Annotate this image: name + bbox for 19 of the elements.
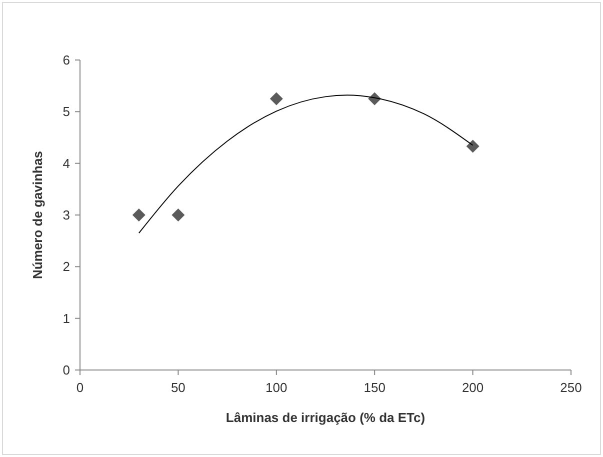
y-tick-label: 2 xyxy=(62,259,70,274)
point xyxy=(466,140,480,153)
x-tick-label: 0 xyxy=(76,380,84,395)
x-tick-label: 50 xyxy=(170,380,186,395)
y-tick-label: 0 xyxy=(62,362,70,378)
y-tick-label: 1 xyxy=(62,310,70,326)
x-tick-label: 100 xyxy=(266,380,288,395)
y-tick-label: 6 xyxy=(62,52,70,68)
point xyxy=(132,208,146,222)
y-tick-label: 4 xyxy=(62,156,70,171)
point xyxy=(172,208,185,222)
y-tick-label: 5 xyxy=(62,104,70,120)
x-tick-label: 150 xyxy=(364,380,386,395)
x-tick-label: 200 xyxy=(462,380,484,395)
x-tick-label: 250 xyxy=(560,380,582,395)
y-tick-label: 3 xyxy=(62,208,70,223)
y-axis-title: Número de gavinhas xyxy=(30,151,45,279)
x-axis-title: Lâminas de irrigação (% da ETc) xyxy=(226,410,426,425)
point xyxy=(270,92,283,106)
